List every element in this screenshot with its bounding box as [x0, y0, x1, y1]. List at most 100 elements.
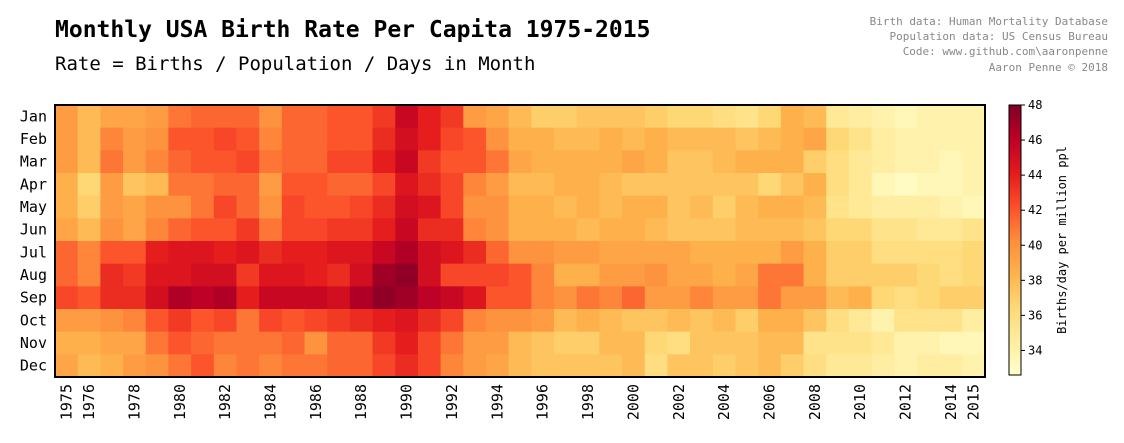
heatmap-cell-apr-1989 [372, 173, 396, 197]
heatmap-cell-apr-2015 [962, 173, 986, 197]
month-label-may: May [20, 198, 47, 216]
heatmap-cell-jun-1984 [259, 218, 283, 242]
heatmap-cell-may-1982 [213, 195, 238, 219]
heatmap-cell-sep-1988 [349, 286, 374, 310]
heatmap-cell-dec-1992 [440, 354, 464, 378]
heatmap-cell-mar-1984 [259, 150, 283, 174]
heatmap-cell-aug-1998 [576, 263, 600, 287]
heatmap-cell-dec-1990 [395, 354, 419, 378]
year-label-1976: 1976 [80, 384, 98, 420]
heatmap-cell-jul-2001 [644, 241, 669, 265]
heatmap-cell-may-2008 [803, 195, 827, 219]
heatmap-cell-feb-1983 [236, 127, 260, 151]
heatmap-cell-sep-1999 [599, 286, 623, 310]
heatmap-cell-dec-1999 [599, 354, 623, 378]
heatmap-cell-sep-1983 [236, 286, 260, 310]
heatmap-cell-oct-1991 [417, 309, 442, 333]
heatmap-cell-jul-1999 [599, 241, 623, 265]
heatmap-cell-apr-1996 [531, 173, 555, 197]
heatmap-cell-may-2001 [644, 195, 669, 219]
heatmap-cell-oct-2009 [826, 309, 850, 333]
heatmap-cell-may-1976 [77, 195, 101, 219]
heatmap-cell-aug-1977 [100, 263, 124, 287]
heatmap-cell-apr-2003 [690, 173, 714, 197]
heatmap-cell-jan-2008 [803, 105, 827, 129]
year-label-2015: 2015 [965, 384, 983, 420]
year-label-1994: 1994 [488, 384, 506, 420]
heatmap-cell-sep-1987 [327, 286, 351, 310]
heatmap-cell-aug-1975 [55, 263, 79, 287]
heatmap-cell-nov-2007 [780, 331, 805, 355]
heatmap-cell-jan-2006 [758, 105, 782, 129]
heatmap-cell-may-2012 [894, 195, 918, 219]
heatmap-cell-dec-2001 [644, 354, 669, 378]
heatmap-cell-nov-2014 [939, 331, 963, 355]
heatmap-cell-apr-1988 [349, 173, 374, 197]
heatmap-cell-nov-1995 [508, 331, 532, 355]
heatmap-cell-jan-1978 [123, 105, 147, 129]
heatmap-cell-jul-1978 [123, 241, 147, 265]
heatmap-cell-nov-1984 [259, 331, 283, 355]
heatmap-cell-may-1989 [372, 195, 396, 219]
heatmap-cell-may-1996 [531, 195, 555, 219]
heatmap-cell-mar-2009 [826, 150, 850, 174]
heatmap-cell-dec-2011 [871, 354, 895, 378]
heatmap-cell-aug-2010 [848, 263, 873, 287]
heatmap-cell-may-1998 [576, 195, 600, 219]
heatmap-cell-jul-1979 [145, 241, 170, 265]
heatmap-cell-jan-1992 [440, 105, 464, 129]
heatmap-cell-jun-1976 [77, 218, 101, 242]
heatmap-cell-jun-2006 [758, 218, 782, 242]
heatmap-cell-aug-1993 [463, 263, 487, 287]
heatmap-cell-nov-1982 [213, 331, 238, 355]
heatmap-cell-sep-2009 [826, 286, 850, 310]
heatmap-cell-aug-2012 [894, 263, 918, 287]
heatmap-cell-jan-2014 [939, 105, 963, 129]
heatmap-cell-feb-2009 [826, 127, 850, 151]
heatmap-cell-sep-2011 [871, 286, 895, 310]
heatmap-cell-aug-1983 [236, 263, 260, 287]
heatmap-cell-feb-1979 [145, 127, 170, 151]
heatmap-cell-apr-1982 [213, 173, 238, 197]
colorbar: 34 36 38 40 42 44 46 48 Births/day per million … [1008, 98, 1069, 376]
heatmap-cell-may-1994 [485, 195, 510, 219]
chart-title: Monthly USA Birth Rate Per Capita 1975-2… [55, 17, 650, 43]
heatmap-cell-jun-1998 [576, 218, 600, 242]
heatmap-cell-apr-1981 [191, 173, 215, 197]
heatmap-cell-jun-1981 [191, 218, 215, 242]
heatmap-cell-apr-2006 [758, 173, 782, 197]
month-label-dec: Dec [20, 357, 47, 375]
heatmap-cell-sep-2004 [712, 286, 737, 310]
heatmap-cell-sep-1991 [417, 286, 442, 310]
heatmap-cell-may-1997 [554, 195, 578, 219]
heatmap-cell-dec-2006 [758, 354, 782, 378]
heatmap-cell-apr-1992 [440, 173, 464, 197]
heatmap-cell-mar-1994 [485, 150, 510, 174]
heatmap-cell-oct-2011 [871, 309, 895, 333]
heatmap-cell-dec-1978 [123, 354, 147, 378]
heatmap-cell-may-1987 [327, 195, 351, 219]
heatmap-cell-apr-1977 [100, 173, 124, 197]
heatmap-cell-may-1985 [281, 195, 306, 219]
heatmap-cell-nov-2004 [712, 331, 737, 355]
heatmap-cell-mar-2000 [622, 150, 646, 174]
heatmap-cell-nov-2010 [848, 331, 873, 355]
heatmap-cell-jan-1999 [599, 105, 623, 129]
heatmap-cell-jun-2005 [735, 218, 759, 242]
heatmap-cell-mar-2011 [871, 150, 895, 174]
heatmap-cell-jul-1989 [372, 241, 396, 265]
year-label-1978: 1978 [125, 384, 143, 420]
heatmap-cell-apr-1994 [485, 173, 510, 197]
heatmap-cell-may-2000 [622, 195, 646, 219]
heatmap-cell-nov-1980 [168, 331, 192, 355]
heatmap-cell-jun-2001 [644, 218, 669, 242]
heatmap-cell-sep-1994 [485, 286, 510, 310]
heatmap-cell-feb-1993 [463, 127, 487, 151]
heatmap-cell-jul-2000 [622, 241, 646, 265]
year-label-1992: 1992 [443, 384, 461, 420]
heatmap-cell-jan-2010 [848, 105, 873, 129]
heatmap-cell-oct-1986 [304, 309, 328, 333]
heatmap-cell-oct-1978 [123, 309, 147, 333]
heatmap-cell-mar-2013 [916, 150, 941, 174]
heatmap-cell-feb-1984 [259, 127, 283, 151]
